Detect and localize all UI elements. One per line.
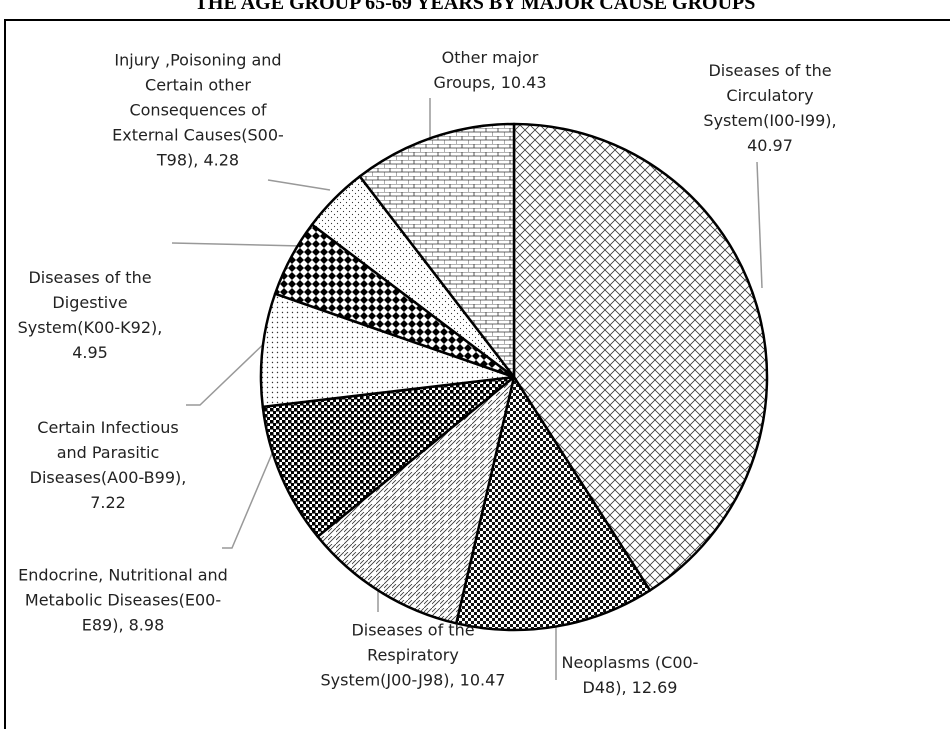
data-label: Other major Groups, 10.43 [433,48,547,92]
data-label: Diseases of the Respiratory System(J00-J… [320,620,506,690]
data-label: Diseases of the Digestive System(K00-K92… [17,268,163,362]
chart-title: THE AGE GROUP 65-69 YEARS BY MAJOR CAUSE… [194,0,756,14]
data-label: Certain Infectious and Parasitic Disease… [29,418,187,512]
pie-slice [261,375,516,538]
data-label: Neoplasms (C00-D48), 12.69 [561,653,699,697]
pie-slice [316,375,516,625]
data-label: Endocrine, Nutritional and Metabolic Dis… [18,565,228,635]
pie-slice [358,122,516,379]
data-label: Injury ,Poisoning and Certain other Cons… [112,50,284,170]
pie-slice [512,122,769,592]
pie-slice [454,375,652,632]
leader-lines [171,98,763,680]
frame [4,19,950,729]
pie-slice [259,292,516,409]
data-label: Diseases of the Circulatory System(I00-I… [703,61,837,155]
